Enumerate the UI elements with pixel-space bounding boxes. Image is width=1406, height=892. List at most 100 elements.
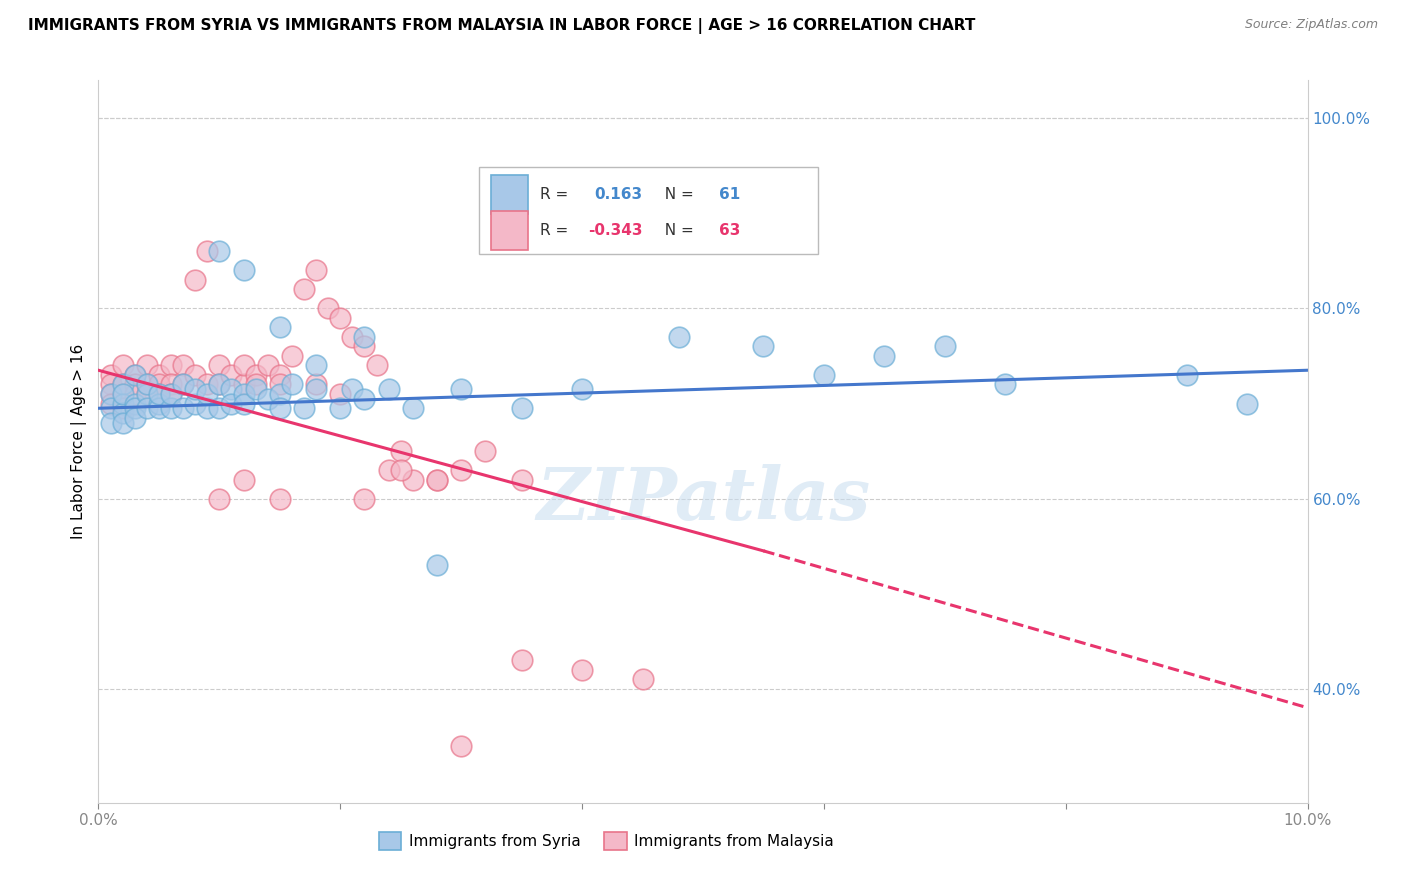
Point [269, 491, 291, 506]
Point [510, 473, 533, 487]
Point [221, 396, 243, 410]
Point [426, 473, 449, 487]
Point [1236, 396, 1258, 410]
Point [100, 368, 122, 382]
Point [232, 473, 254, 487]
Point [329, 401, 352, 416]
Point [184, 273, 207, 287]
Point [208, 401, 231, 416]
Point [353, 330, 375, 344]
Point [135, 387, 157, 401]
Point [232, 377, 254, 392]
Point [160, 401, 183, 416]
Point [269, 368, 291, 382]
Point [450, 463, 472, 477]
Point [208, 377, 231, 392]
Point [305, 359, 328, 373]
Point [377, 463, 399, 477]
Point [100, 387, 122, 401]
Point [305, 377, 328, 392]
Point [124, 368, 146, 382]
Point [208, 377, 231, 392]
Point [135, 377, 157, 392]
Point [148, 401, 170, 416]
Point [329, 387, 352, 401]
Text: N =: N = [655, 187, 699, 202]
Point [208, 244, 231, 259]
Point [184, 382, 207, 396]
Point [281, 349, 304, 363]
Point [402, 401, 425, 416]
Point [124, 387, 146, 401]
Point [232, 396, 254, 410]
Point [184, 368, 207, 382]
Text: -0.343: -0.343 [588, 223, 643, 238]
Point [668, 330, 690, 344]
Point [111, 377, 134, 392]
Point [269, 387, 291, 401]
Point [111, 416, 134, 430]
Point [292, 282, 315, 296]
Point [256, 359, 278, 373]
Point [100, 416, 122, 430]
Text: N =: N = [655, 223, 699, 238]
Point [124, 396, 146, 410]
Point [135, 387, 157, 401]
Point [281, 377, 304, 392]
Point [474, 444, 496, 458]
Point [571, 663, 593, 677]
Point [172, 377, 194, 392]
Point [813, 368, 835, 382]
Point [100, 396, 122, 410]
Point [195, 244, 218, 259]
Point [402, 473, 425, 487]
Point [377, 382, 399, 396]
Point [148, 368, 170, 382]
Point [195, 401, 218, 416]
Point [221, 382, 243, 396]
Point [100, 377, 122, 392]
Point [752, 339, 775, 353]
Point [342, 382, 364, 396]
Point [426, 473, 449, 487]
Point [426, 558, 449, 573]
Point [232, 263, 254, 277]
Point [208, 491, 231, 506]
Point [148, 377, 170, 392]
FancyBboxPatch shape [492, 175, 527, 214]
Point [172, 359, 194, 373]
Point [135, 359, 157, 373]
Point [510, 653, 533, 667]
Point [111, 401, 134, 416]
Point [245, 382, 267, 396]
Point [353, 339, 375, 353]
Point [221, 368, 243, 382]
Text: ZIPatlas: ZIPatlas [536, 464, 870, 535]
Text: 61: 61 [718, 187, 740, 202]
Point [269, 401, 291, 416]
Point [389, 463, 412, 477]
Point [256, 392, 278, 406]
Point [1175, 368, 1198, 382]
Point [232, 387, 254, 401]
Point [353, 491, 375, 506]
Text: 0.163: 0.163 [595, 187, 643, 202]
Point [135, 377, 157, 392]
Point [366, 359, 388, 373]
Point [124, 401, 146, 416]
Point [329, 310, 352, 325]
Text: R =: R = [540, 187, 578, 202]
Point [124, 368, 146, 382]
Point [994, 377, 1017, 392]
Point [124, 410, 146, 425]
Point [148, 396, 170, 410]
Point [160, 387, 183, 401]
Point [124, 377, 146, 392]
Point [510, 401, 533, 416]
Point [160, 387, 183, 401]
Point [160, 377, 183, 392]
Point [305, 263, 328, 277]
Point [100, 401, 122, 416]
Point [111, 396, 134, 410]
Legend: Immigrants from Syria, Immigrants from Malaysia: Immigrants from Syria, Immigrants from M… [373, 826, 841, 856]
